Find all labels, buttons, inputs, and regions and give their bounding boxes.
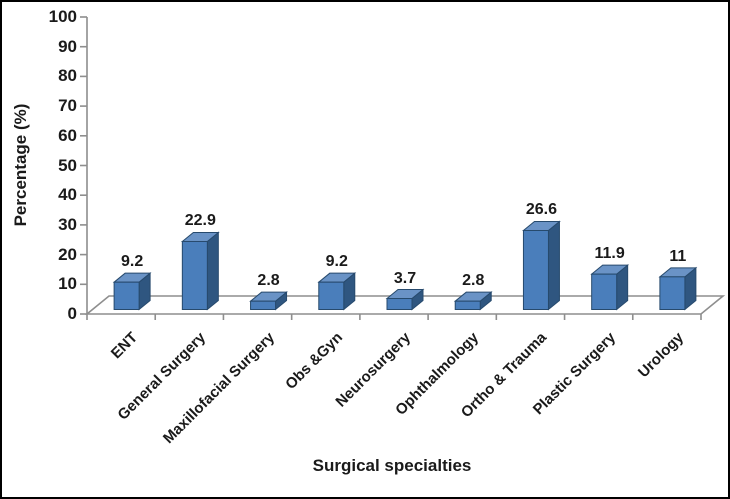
data-label-urology: 11 <box>669 247 687 265</box>
data-label-ent: 9.2 <box>120 253 144 271</box>
data-label-obs-gyn: 9.2 <box>325 253 348 271</box>
y-tick-label: 100 <box>48 7 77 26</box>
data-label-ortho-trauma: 26.6 <box>525 201 557 219</box>
bar-ortho-trauma <box>522 229 549 310</box>
bar-ortho-trauma-side <box>547 220 560 311</box>
y-tick-label: 0 <box>67 304 77 323</box>
bar-ent <box>113 281 140 310</box>
y-tick-label: 80 <box>58 66 77 86</box>
bar-maxillofacial-surgery <box>250 300 277 310</box>
data-label-plastic-surgery: 11.9 <box>594 245 625 263</box>
y-axis-title: Percentage (%) <box>11 103 30 227</box>
bar-urology <box>659 276 686 310</box>
bar-neurosurgery <box>386 298 413 310</box>
bar-plastic-surgery <box>591 273 618 311</box>
bar-obs-gyn <box>318 281 345 310</box>
y-tick-label: 20 <box>58 244 77 264</box>
data-label-ophthalmology: 2.8 <box>462 272 485 290</box>
bar-general-surgery <box>181 240 208 310</box>
y-tick-label: 70 <box>58 96 77 116</box>
y-tick-label: 40 <box>58 185 77 205</box>
bar-ophthalmology <box>454 300 481 310</box>
data-label-neurosurgery: 3.7 <box>393 269 417 287</box>
data-label-general-surgery: 22.9 <box>184 212 216 230</box>
data-label-maxillofacial-surgery: 2.8 <box>257 272 280 290</box>
y-tick-label: 60 <box>58 125 77 145</box>
bar-general-surgery-side <box>206 231 219 311</box>
y-tick-label: 90 <box>58 36 77 56</box>
y-tick-label: 10 <box>58 274 77 294</box>
y-tick-label: 30 <box>58 214 77 234</box>
y-tick-label: 50 <box>58 155 77 175</box>
x-axis-title: Surgical specialties <box>312 456 472 475</box>
